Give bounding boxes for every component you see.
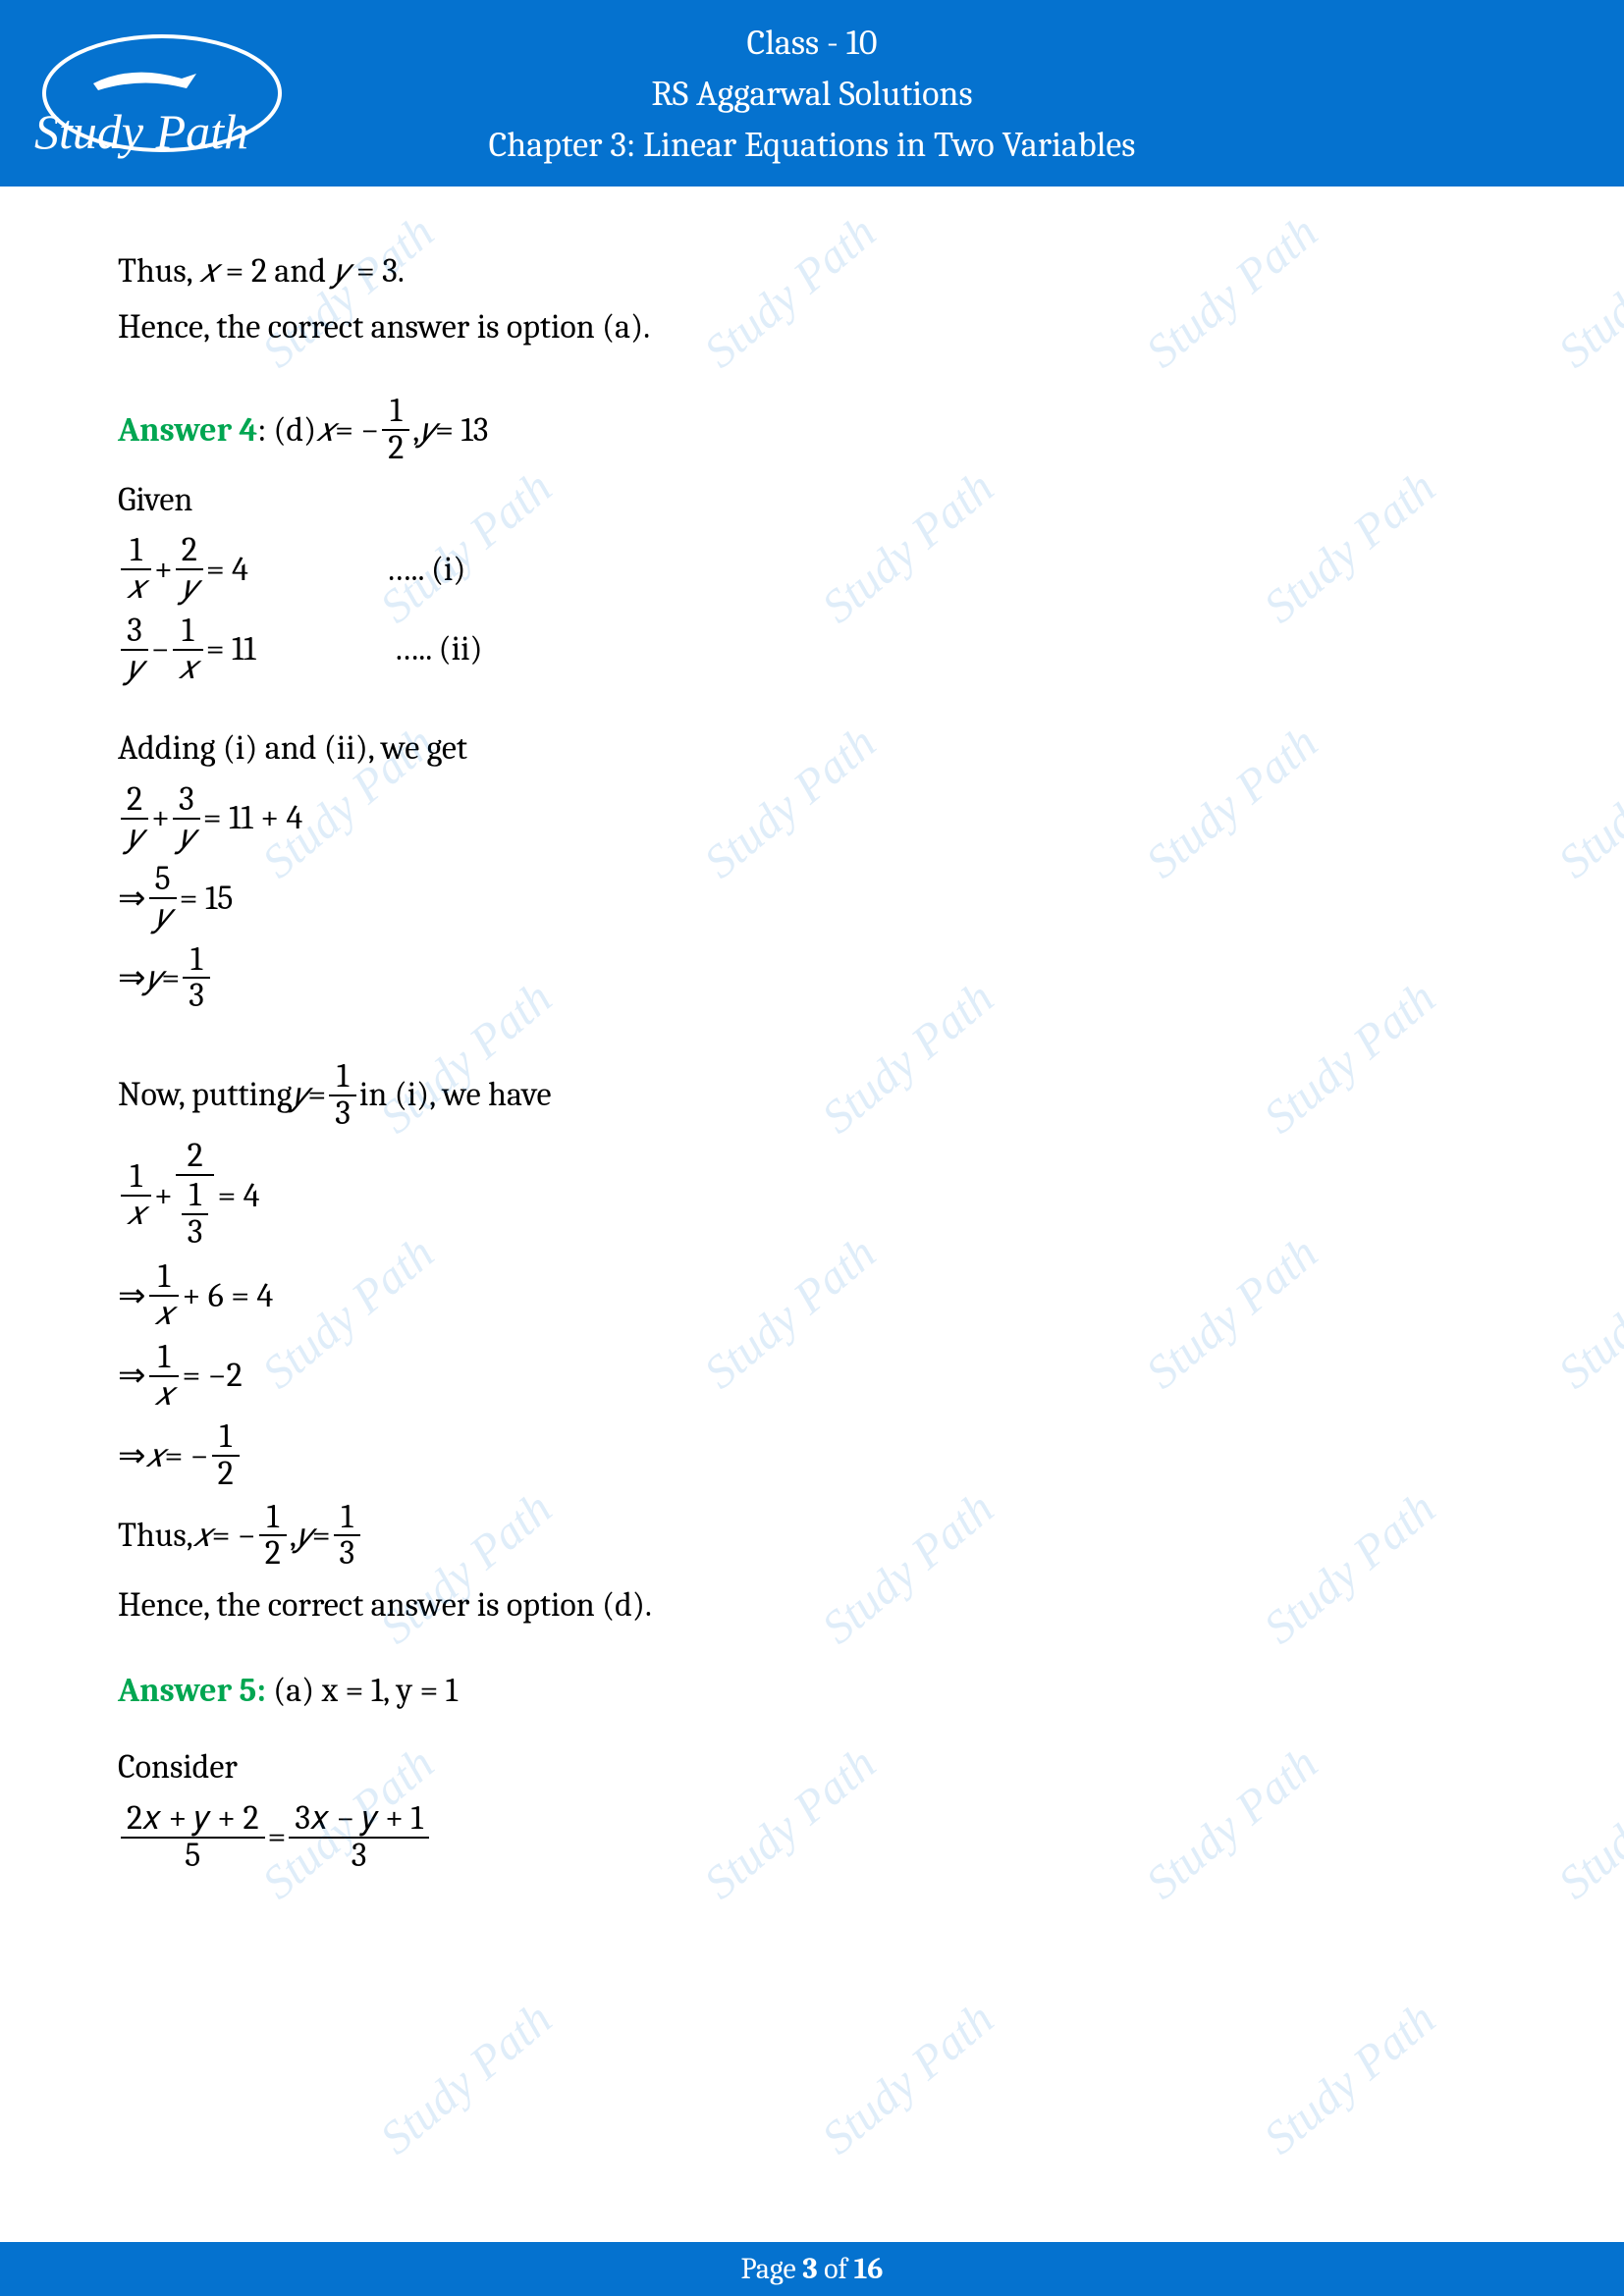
- equation-i: 1𝑥 + 2𝑦 = 4 ….. (i): [118, 533, 1506, 605]
- fraction: 1𝑥: [173, 614, 203, 685]
- fraction: 2 13: [176, 1139, 215, 1252]
- fraction: 2𝑦: [121, 782, 148, 854]
- equation-line: ⇒ 𝑦 = 13: [118, 942, 1506, 1014]
- page-total: 16: [854, 2252, 884, 2286]
- fraction: 3𝑦: [173, 782, 200, 854]
- equation-tag: ….. (ii): [394, 623, 483, 675]
- text-line: Hence, the correct answer is option (a).: [118, 301, 1506, 353]
- fraction: 13: [334, 1500, 361, 1572]
- watermark-text: Study Path: [370, 1992, 563, 2165]
- fraction: 13: [183, 942, 210, 1014]
- fraction: 1𝑥: [149, 1340, 180, 1412]
- fraction: 1𝑥: [121, 1159, 151, 1231]
- fraction: 12: [212, 1419, 240, 1491]
- page-content: Thus, 𝑥 = 2 and 𝑦 = 3. Hence, the correc…: [0, 187, 1624, 1873]
- logo-text: Study Path: [34, 103, 248, 160]
- fraction: 5𝑦: [149, 862, 177, 934]
- fraction: 2𝑦: [176, 533, 203, 605]
- text-line: Now, putting 𝑦 = 13 in (i), we have: [118, 1059, 1506, 1131]
- answer-4-heading: Answer 4: (d) 𝑥 = − 12 , 𝑦 = 13: [118, 394, 1506, 465]
- equation-line: ⇒ 1𝑥 + 6 = 4: [118, 1259, 1506, 1331]
- fraction: 12: [259, 1500, 287, 1572]
- text-line: Hence, the correct answer is option (d).: [118, 1579, 1506, 1631]
- equation-line: ⇒ 1𝑥 = −2: [118, 1340, 1506, 1412]
- text-line: Thus, 𝑥 = − 12 , 𝑦 = 13: [118, 1500, 1506, 1572]
- page-number: 3: [802, 2252, 817, 2286]
- equation-tag: ….. (i): [386, 544, 465, 596]
- watermark-text: Study Path: [1254, 1992, 1446, 2165]
- answer-label: Answer 4: [118, 404, 257, 456]
- fraction: 3𝑦: [121, 614, 148, 685]
- fraction: 1𝑥: [121, 533, 151, 605]
- fraction: 3𝑥 − 𝑦 + 13: [289, 1801, 428, 1873]
- text-line: Given: [118, 474, 1506, 526]
- answer-label: Answer 5:: [118, 1671, 266, 1710]
- fraction: 12: [382, 394, 409, 465]
- equation-line: 2𝑦 + 3𝑦 = 11 + 4: [118, 782, 1506, 854]
- equation-ii: 3𝑦 − 1𝑥 = 11 ….. (ii): [118, 614, 1506, 685]
- text-line: Adding (i) and (ii), we get: [118, 722, 1506, 774]
- page-header: Study Path Class - 10 RS Aggarwal Soluti…: [0, 0, 1624, 187]
- answer-5-heading: Answer 5: (a) x = 1, y = 1: [118, 1665, 1506, 1717]
- fraction: 13: [329, 1059, 356, 1131]
- fraction: 2𝑥 + 𝑦 + 25: [121, 1801, 265, 1873]
- equation-line: ⇒ 5𝑦 = 15: [118, 862, 1506, 934]
- equation-line: 1𝑥 + 2 13 = 4: [118, 1139, 1506, 1252]
- text-line: Consider: [118, 1741, 1506, 1793]
- equation-line: 2𝑥 + 𝑦 + 25 = 3𝑥 − 𝑦 + 13: [118, 1801, 1506, 1873]
- fraction: 1𝑥: [149, 1259, 180, 1331]
- text-line: Thus, 𝑥 = 2 and 𝑦 = 3.: [118, 245, 1506, 297]
- watermark-text: Study Path: [812, 1992, 1004, 2165]
- equation-line: ⇒ 𝑥 = − 12: [118, 1419, 1506, 1491]
- page-footer: Page 3 of 16: [0, 2242, 1624, 2296]
